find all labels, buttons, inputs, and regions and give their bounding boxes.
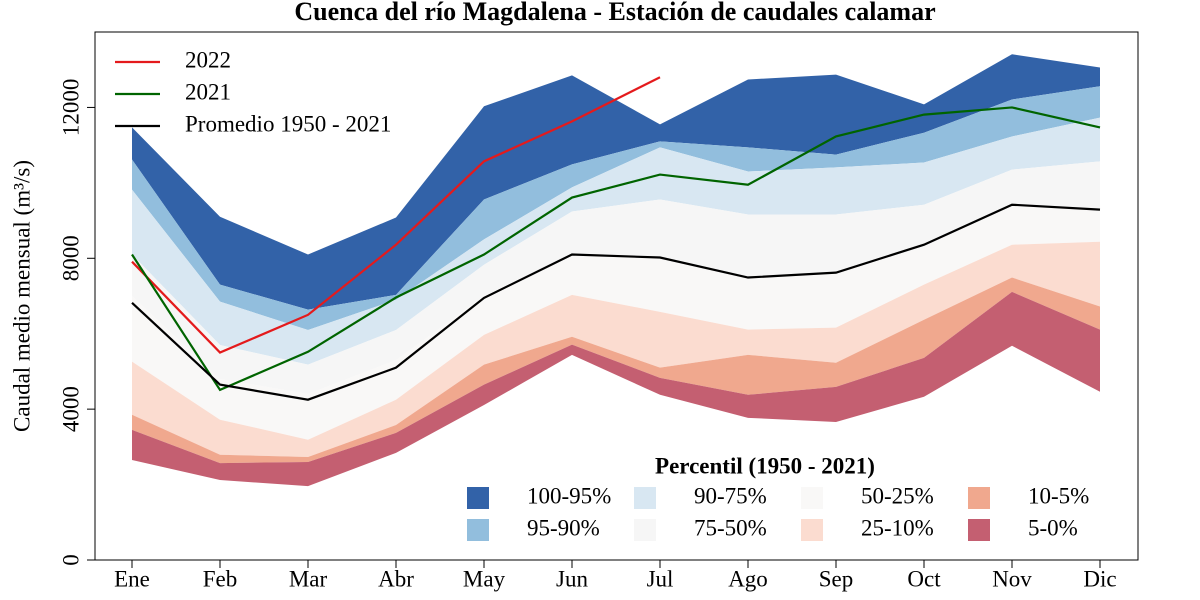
legend-label: 100-95% bbox=[527, 483, 611, 508]
legend-title: Percentil (1950 - 2021) bbox=[655, 453, 875, 478]
legend-swatch bbox=[968, 519, 990, 541]
y-axis-label: Caudal medio mensual (m³/s) bbox=[9, 160, 34, 432]
x-tick-label: Mar bbox=[289, 566, 328, 591]
x-tick-label: Sep bbox=[819, 566, 854, 591]
x-tick-label: Nov bbox=[992, 566, 1032, 591]
legend-label: 90-75% bbox=[694, 483, 767, 508]
x-tick-label: Jun bbox=[556, 566, 588, 591]
x-tick-label: May bbox=[463, 566, 506, 591]
y-tick-label: 0 bbox=[58, 554, 83, 566]
legend-label: 5-0% bbox=[1028, 515, 1078, 540]
percentile-band bbox=[132, 54, 1100, 310]
x-tick-label: Feb bbox=[203, 566, 238, 591]
percentile-band bbox=[132, 205, 1100, 440]
legend-label: 50-25% bbox=[861, 483, 934, 508]
legend-swatch bbox=[968, 487, 990, 509]
y-tick-label: 8000 bbox=[58, 235, 83, 281]
x-tick-label: Jul bbox=[647, 566, 674, 591]
legend-label: 75-50% bbox=[694, 515, 767, 540]
legend-label: 2021 bbox=[185, 79, 231, 104]
series-line bbox=[131, 76, 661, 354]
y-tick-label: 4000 bbox=[58, 386, 83, 432]
x-tick-label: Ene bbox=[114, 566, 150, 591]
y-tick-label: 12000 bbox=[58, 79, 83, 137]
x-tick-label: Oct bbox=[907, 566, 941, 591]
legend-swatch bbox=[467, 487, 489, 509]
percentile-band bbox=[132, 86, 1100, 330]
series-line bbox=[131, 203, 1101, 401]
x-tick-label: Dic bbox=[1083, 566, 1116, 591]
legend-swatch bbox=[801, 487, 823, 509]
legend-swatch bbox=[801, 519, 823, 541]
chart-title: Cuenca del río Magdalena - Estación de c… bbox=[294, 0, 935, 26]
percentile-band bbox=[132, 291, 1100, 487]
legend-label: 2022 bbox=[185, 47, 231, 72]
legend-swatch bbox=[634, 487, 656, 509]
legend-swatch bbox=[467, 519, 489, 541]
percentile-band bbox=[132, 117, 1100, 365]
x-tick-label: Ago bbox=[728, 566, 768, 591]
legend-label: 95-90% bbox=[527, 515, 600, 540]
legend-label: 25-10% bbox=[861, 515, 934, 540]
percentile-band bbox=[132, 277, 1100, 464]
legend-swatch bbox=[634, 519, 656, 541]
legend-label: Promedio 1950 - 2021 bbox=[185, 111, 391, 136]
x-tick-label: Abr bbox=[378, 566, 414, 591]
percentile-band bbox=[132, 241, 1100, 458]
legend-label: 10-5% bbox=[1028, 483, 1089, 508]
series-line bbox=[131, 106, 1101, 392]
plot-frame bbox=[94, 31, 1139, 561]
percentile-band bbox=[132, 161, 1100, 395]
